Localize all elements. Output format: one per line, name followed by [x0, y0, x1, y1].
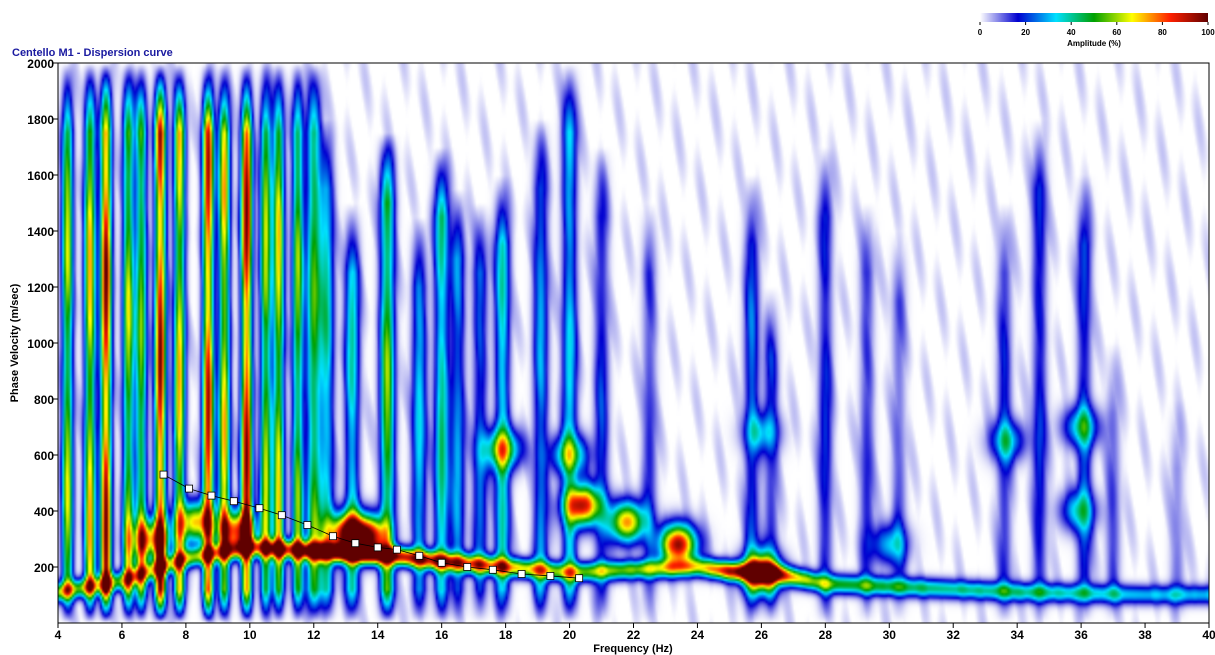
x-axis-label: Frequency (Hz): [593, 643, 673, 655]
dispersion-point: [393, 545, 401, 554]
dispersion-point: [207, 491, 216, 500]
x-tick-label: 10: [243, 628, 257, 642]
x-tick-label: 14: [371, 628, 385, 642]
dispersion-point: [517, 570, 526, 578]
dispersion-point: [229, 497, 238, 506]
y-tick-label: 200: [34, 561, 54, 575]
x-tick-label: 8: [183, 628, 190, 642]
colorbar-tick-label: 100: [1201, 28, 1215, 37]
y-tick-label: 800: [34, 393, 54, 407]
y-axis: 200 400 600 800 1000 1200 1400 1600 1800 2000: [27, 57, 58, 575]
y-tick-label: 1800: [27, 113, 54, 127]
amplitude-heatmap: [58, 63, 1209, 623]
x-tick-label: 30: [883, 628, 897, 642]
dispersion-point: [546, 572, 555, 580]
y-tick-label: 1400: [27, 225, 54, 239]
y-axis-label: Phase Velocity (m/sec): [9, 283, 21, 402]
x-tick-label: 36: [1074, 628, 1088, 642]
y-tick-label: 1000: [27, 337, 54, 351]
y-tick-label: 400: [34, 505, 54, 519]
x-tick-label: 18: [499, 628, 513, 642]
x-tick-label: 12: [307, 628, 321, 642]
dispersion-point: [437, 558, 446, 567]
dispersion-point: [415, 551, 424, 560]
x-tick-label: 16: [435, 628, 449, 642]
colorbar-gradient: [980, 13, 1208, 22]
dispersion-point: [329, 532, 337, 541]
colorbar-ticks: 0 20 40 60 80 100: [978, 22, 1215, 37]
dispersion-point: [575, 574, 584, 583]
dispersion-point: [463, 563, 472, 571]
dispersion-point: [303, 521, 312, 529]
colorbar-label: Amplitude (%): [1067, 39, 1121, 48]
colorbar-tick-label: 20: [1021, 28, 1030, 37]
x-tick-label: 22: [627, 628, 641, 642]
dispersion-point: [159, 470, 168, 479]
x-axis: 4 6 8 10 12 14 16 18 20 22 24 26 28 30 32 34 36 38 40: [55, 623, 1215, 642]
dispersion-point: [185, 484, 193, 493]
colorbar-tick-label: 80: [1158, 28, 1167, 37]
x-tick-label: 32: [947, 628, 961, 642]
x-tick-label: 40: [1202, 628, 1215, 642]
y-tick-label: 1200: [27, 281, 54, 295]
heatmap-area: [58, 63, 1209, 623]
y-tick-label: 2000: [27, 57, 54, 71]
colorbar-tick-label: 60: [1112, 28, 1121, 37]
x-tick-label: 26: [755, 628, 769, 642]
dispersion-point: [488, 565, 497, 574]
dispersion-point: [351, 539, 360, 548]
x-tick-label: 28: [819, 628, 833, 642]
colorbar: 0 20 40 60 80 100 Amplitude (%): [978, 13, 1215, 48]
colorbar-tick-label: 40: [1067, 28, 1076, 37]
y-tick-label: 600: [34, 449, 54, 463]
dispersion-point: [373, 543, 382, 552]
x-tick-label: 34: [1010, 628, 1024, 642]
x-tick-label: 4: [55, 628, 62, 642]
chart-title: Centello M1 - Dispersion curve: [12, 47, 173, 59]
dispersion-curve: [159, 470, 584, 583]
dispersion-point: [277, 511, 286, 520]
x-tick-label: 6: [119, 628, 126, 642]
x-tick-label: 24: [691, 628, 705, 642]
colorbar-tick-label: 0: [978, 28, 983, 37]
x-tick-label: 20: [563, 628, 577, 642]
y-tick-label: 1600: [27, 169, 54, 183]
x-tick-label: 38: [1138, 628, 1152, 642]
dispersion-point: [255, 504, 264, 513]
